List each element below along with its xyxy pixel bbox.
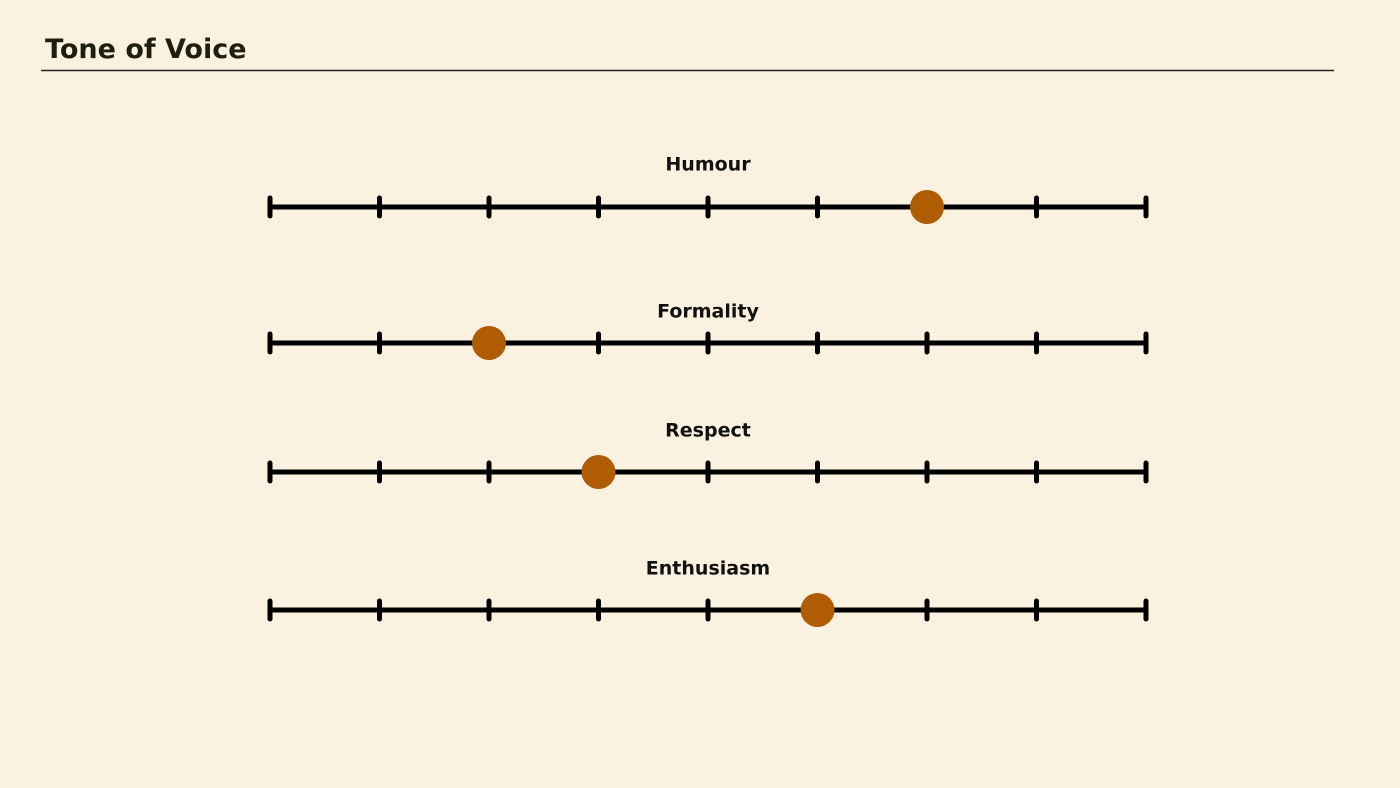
scale-label: Formality — [657, 301, 759, 323]
slide-title: Tone of Voice — [45, 34, 247, 65]
scale-label: Respect — [665, 420, 751, 442]
scale-label: Enthusiasm — [646, 558, 770, 580]
scale-dot — [910, 190, 944, 224]
scale-dot — [800, 593, 835, 627]
scale-dot — [472, 326, 506, 360]
scale-label: Humour — [665, 154, 751, 176]
scale-dot — [581, 455, 616, 489]
